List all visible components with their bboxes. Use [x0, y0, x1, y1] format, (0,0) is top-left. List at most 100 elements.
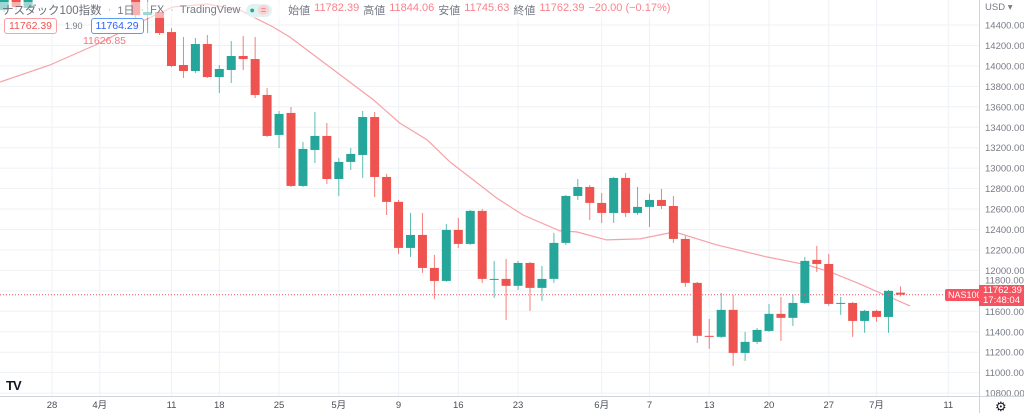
candle-up	[645, 193, 654, 227]
time-tick-label: 13	[704, 400, 715, 411]
candle-up	[537, 265, 547, 301]
candle-body	[525, 262, 535, 288]
candle-body	[645, 199, 654, 207]
grid	[0, 0, 979, 396]
tradingview-logo-icon[interactable]: TV	[6, 378, 22, 393]
candle-down	[167, 28, 176, 68]
candle-up	[298, 141, 308, 187]
currency-selector[interactable]: USD ▾	[985, 2, 1013, 13]
candle-body	[298, 148, 308, 186]
time-tick-label: 11	[167, 400, 177, 411]
candle-down	[453, 217, 463, 248]
candle-body	[441, 229, 451, 281]
candle-down	[728, 294, 738, 366]
gear-icon[interactable]: ⚙	[995, 399, 1007, 414]
candle-up	[406, 212, 415, 257]
candle-up	[740, 331, 750, 361]
candle-body	[800, 260, 810, 303]
candle-up	[609, 176, 619, 223]
candle-up	[573, 178, 583, 200]
price-tick-label: 13200.00	[985, 143, 1024, 154]
candle-body	[513, 262, 523, 286]
candle-down	[370, 112, 380, 197]
price-tick-label: 11800.00	[985, 276, 1024, 287]
candle-body	[262, 94, 272, 136]
open-label: 始値	[288, 5, 311, 17]
candle-body	[322, 135, 332, 179]
time-tick-label: 5月	[331, 400, 346, 411]
candle-body	[573, 186, 583, 196]
candle-body	[250, 59, 260, 95]
candle-body	[704, 335, 714, 337]
bid-ask-row: 11762.39 1.90 11764.29	[4, 18, 144, 34]
candle-up	[752, 327, 762, 344]
low-value: 11745.63	[464, 2, 510, 14]
price-tick-label: 13400.00	[985, 123, 1024, 134]
bar-countdown: 17:48:04	[983, 294, 1020, 306]
moving-average-line	[0, 3, 911, 307]
candles	[0, 0, 905, 366]
price-tick-label: 14000.00	[985, 61, 1024, 72]
high-value: 11844.06	[389, 2, 435, 14]
candle-up	[836, 296, 846, 315]
ohlc-values: 始値 11782.39 高値 11844.06 安値 11745.63 終値 11762…	[288, 2, 670, 18]
candle-body	[680, 238, 690, 283]
candle-down	[656, 188, 666, 209]
candle-down	[250, 37, 260, 99]
candle-down	[776, 296, 786, 341]
time-tick-label: 23	[513, 400, 524, 411]
candle-body	[692, 282, 702, 336]
candle-up	[716, 292, 726, 338]
candle-up	[764, 303, 774, 332]
price-tick-label: 13600.00	[985, 102, 1024, 113]
candle-up	[513, 260, 523, 290]
candle-up	[358, 110, 368, 178]
candle-down	[704, 318, 714, 349]
time-tick-label: 4月	[92, 400, 107, 411]
candle-body	[872, 310, 882, 317]
candle-body	[621, 177, 631, 213]
candle-body	[214, 68, 224, 78]
market-open-dot-icon: ●	[249, 5, 255, 15]
interval[interactable]: 1日	[117, 5, 135, 17]
candle-body	[884, 290, 893, 317]
time-tick-label: 16	[453, 400, 464, 411]
candle-body	[752, 329, 762, 342]
candle-down	[692, 281, 702, 343]
candle-up	[860, 309, 870, 333]
time-axis[interactable]: 28 4月 11 18 25 5月 9 16 23 6月 7 13 20 27 7月 11	[47, 400, 953, 411]
candle-up	[800, 256, 810, 304]
candle-body	[358, 117, 368, 155]
symbol-title[interactable]: ナスダック100指数	[2, 5, 102, 17]
candle-body	[585, 186, 595, 203]
candle-down	[262, 87, 272, 137]
candle-up	[633, 186, 643, 215]
candle-body	[549, 242, 559, 279]
candle-up	[226, 41, 236, 83]
candle-down	[824, 253, 834, 306]
candle-down	[525, 261, 535, 311]
candle-down	[585, 184, 595, 220]
price-tick-label: 11400.00	[985, 327, 1024, 338]
candle-down	[872, 309, 882, 322]
candle-body	[178, 64, 188, 72]
candle-body	[346, 153, 356, 162]
candle-up	[441, 223, 451, 282]
buy-button[interactable]: 11764.29	[90, 18, 144, 34]
market-status-badge[interactable]: ● =	[246, 3, 273, 17]
time-tick-label: 7月	[869, 400, 884, 411]
candle-up	[190, 37, 200, 74]
last-price-tag: 11762.39 17:48:04	[979, 285, 1024, 306]
open-value: 11782.39	[314, 2, 360, 14]
candle-body	[668, 205, 678, 239]
candle-down	[202, 35, 212, 78]
moving-average	[0, 3, 911, 307]
candle-body	[202, 44, 212, 78]
candle-body	[417, 234, 427, 268]
candle-down	[477, 208, 487, 283]
candle-body	[155, 12, 165, 34]
candle-up	[465, 209, 475, 245]
price-axis[interactable]: 14400.00 14200.00 14000.00 13800.00 13600.00…	[985, 21, 1024, 400]
sell-button[interactable]: 11762.39	[4, 18, 58, 34]
